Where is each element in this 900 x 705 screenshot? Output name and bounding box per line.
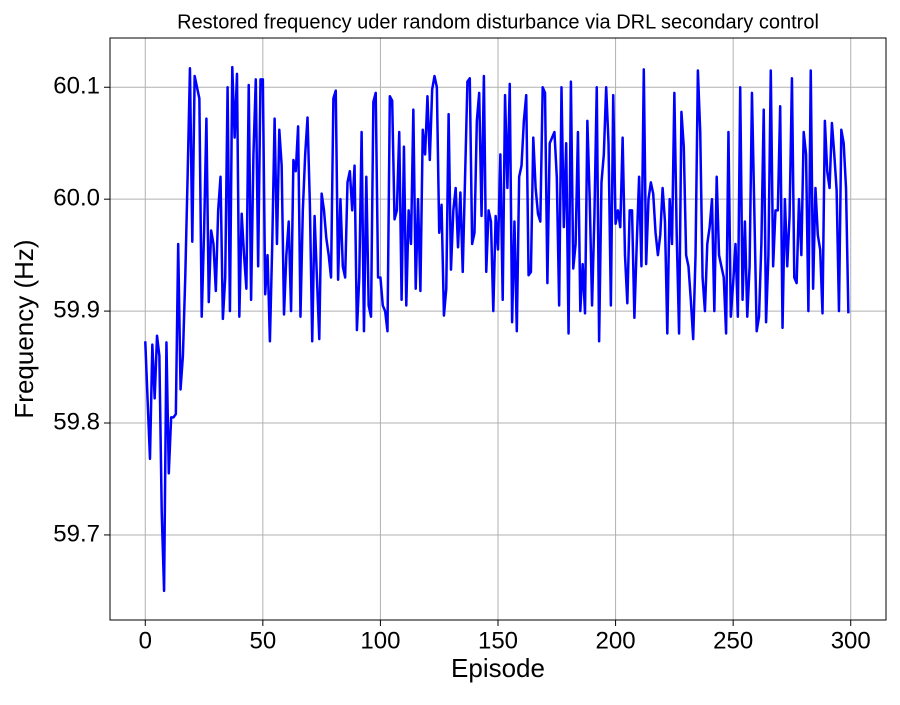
x-tick-label: 300 xyxy=(831,627,871,654)
y-tick-label: 60.0 xyxy=(53,185,100,212)
y-tick-label: 59.9 xyxy=(53,296,100,323)
y-tick-label: 60.1 xyxy=(53,73,100,100)
x-tick-label: 150 xyxy=(478,627,518,654)
x-tick-label: 200 xyxy=(596,627,636,654)
x-tick-label: 50 xyxy=(249,627,276,654)
chart-title: Restored frequency uder random disturban… xyxy=(177,11,819,33)
x-tick-label: 250 xyxy=(713,627,753,654)
x-tick-label: 0 xyxy=(139,627,152,654)
plot-frame xyxy=(109,37,887,621)
y-axis-label: Frequency (Hz) xyxy=(9,239,39,418)
y-tick-label: 59.7 xyxy=(53,520,100,547)
data-line xyxy=(144,65,850,593)
y-tick-label: 59.8 xyxy=(53,408,100,435)
x-tick-label: 100 xyxy=(360,627,400,654)
x-axis-label: Episode xyxy=(451,653,545,683)
